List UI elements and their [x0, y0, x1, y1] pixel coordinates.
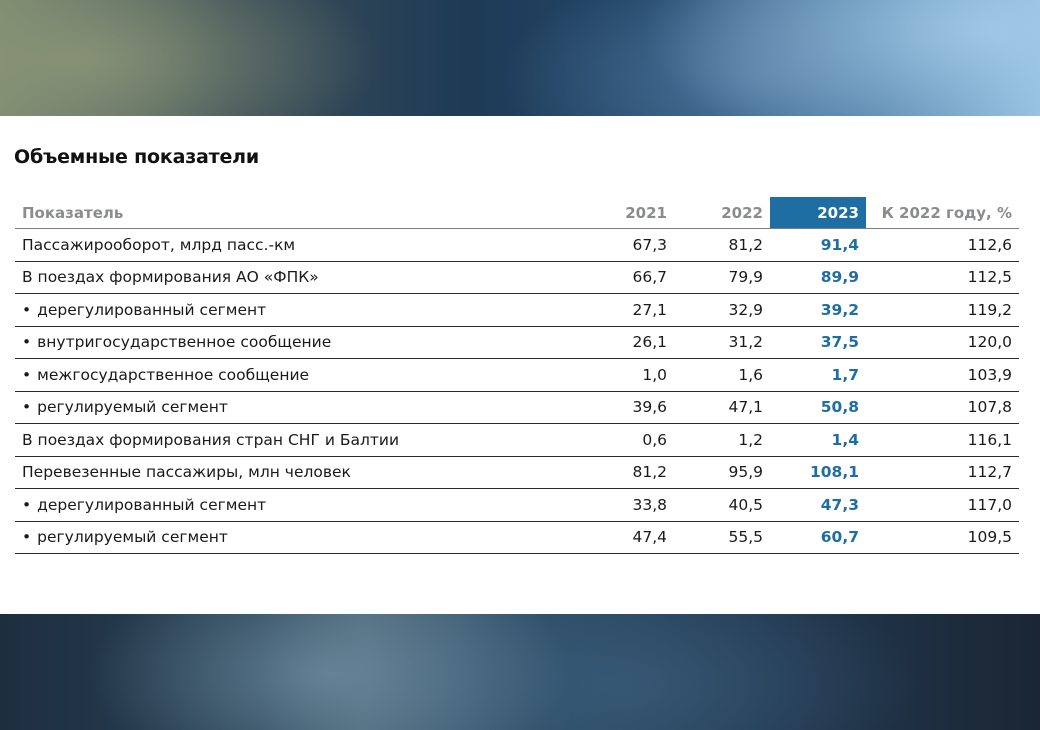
- row-label: • дерегулированный сегмент: [15, 488, 594, 522]
- value-2022: 1,2: [674, 423, 770, 457]
- table-header-row: Показатель 2021 2022 2023 К 2022 году, %: [15, 197, 1019, 229]
- row-label-text: В поездах формирования стран СНГ и Балти…: [22, 430, 400, 449]
- row-label-text: дерегулированный сегмент: [37, 300, 267, 319]
- bullet-icon: •: [22, 398, 32, 417]
- value-pct: 107,8: [866, 391, 1019, 424]
- row-label-text: межгосударственное сообщение: [37, 365, 310, 384]
- header-2022: 2022: [674, 197, 770, 229]
- header-banner-image: [0, 0, 1040, 116]
- value-2022: 81,2: [674, 228, 770, 262]
- row-label-text: дерегулированный сегмент: [37, 495, 267, 514]
- bullet-icon: •: [22, 495, 32, 514]
- value-2022: 55,5: [674, 521, 770, 554]
- value-2021: 0,6: [594, 423, 674, 457]
- value-2021: 66,7: [594, 261, 674, 294]
- row-label: Пассажирооборот, млрд пасс.-км: [15, 228, 594, 262]
- bullet-icon: •: [22, 300, 32, 319]
- row-label: • дерегулированный сегмент: [15, 293, 594, 327]
- row-label: • межгосударственное сообщение: [15, 358, 594, 392]
- value-pct: 112,5: [866, 261, 1019, 294]
- section-title: Объемные показатели: [14, 146, 260, 168]
- table-row: Перевезенные пассажиры, млн человек 81,2 9…: [15, 456, 1019, 489]
- value-2022: 31,2: [674, 326, 770, 359]
- row-label-text: Пассажирооборот, млрд пасс.-км: [22, 235, 296, 254]
- value-pct: 103,9: [866, 358, 1019, 392]
- value-pct: 109,5: [866, 521, 1019, 554]
- value-2023: 1,4: [770, 423, 866, 457]
- header-pct-to-2022: К 2022 году, %: [866, 197, 1019, 229]
- bullet-icon: •: [22, 333, 32, 352]
- table-row: • межгосударственное сообщение 1,0 1,6 1,7 10…: [15, 358, 1019, 392]
- row-label: • регулируемый сегмент: [15, 521, 594, 554]
- table-row: • дерегулированный сегмент 27,1 32,9 39,2 119…: [15, 293, 1019, 327]
- value-2023: 37,5: [770, 326, 866, 359]
- value-2023: 89,9: [770, 261, 866, 294]
- value-2023: 108,1: [770, 456, 866, 489]
- value-2022: 95,9: [674, 456, 770, 489]
- value-pct: 120,0: [866, 326, 1019, 359]
- row-label: Перевезенные пассажиры, млн человек: [15, 456, 594, 489]
- header-2021: 2021: [594, 197, 674, 229]
- row-label-text: внутригосударственное сообщение: [37, 333, 332, 352]
- value-2021: 81,2: [594, 456, 674, 489]
- table-row: В поездах формирования стран СНГ и Балти…: [15, 423, 1019, 457]
- volume-indicators-table: Показатель 2021 2022 2023 К 2022 году, %…: [15, 197, 1019, 554]
- value-pct: 119,2: [866, 293, 1019, 327]
- bullet-icon: •: [22, 528, 32, 547]
- value-2021: 33,8: [594, 488, 674, 522]
- value-2023: 60,7: [770, 521, 866, 554]
- row-label-text: Перевезенные пассажиры, млн человек: [22, 463, 351, 482]
- value-2021: 27,1: [594, 293, 674, 327]
- value-2021: 47,4: [594, 521, 674, 554]
- row-label-text: В поездах формирования АО «ФПК»: [22, 268, 319, 287]
- header-indicator: Показатель: [15, 197, 594, 229]
- value-2021: 26,1: [594, 326, 674, 359]
- value-pct: 112,7: [866, 456, 1019, 489]
- value-2023: 1,7: [770, 358, 866, 392]
- row-label: • внутригосударственное сообщение: [15, 326, 594, 359]
- table-row: В поездах формирования АО «ФПК» 66,7 79,9 8…: [15, 261, 1019, 294]
- value-2022: 32,9: [674, 293, 770, 327]
- bullet-icon: •: [22, 365, 32, 384]
- value-2021: 1,0: [594, 358, 674, 392]
- row-label: В поездах формирования стран СНГ и Балти…: [15, 423, 594, 457]
- header-2023: 2023: [770, 197, 866, 229]
- row-label: • регулируемый сегмент: [15, 391, 594, 424]
- value-2023: 39,2: [770, 293, 866, 327]
- value-pct: 116,1: [866, 423, 1019, 457]
- value-2022: 40,5: [674, 488, 770, 522]
- row-label: В поездах формирования АО «ФПК»: [15, 261, 594, 294]
- row-label-text: регулируемый сегмент: [37, 398, 228, 417]
- footer-banner-image: [0, 614, 1040, 730]
- value-2021: 39,6: [594, 391, 674, 424]
- table-row: Пассажирооборот, млрд пасс.-км 67,3 81,2 91…: [15, 228, 1019, 262]
- value-2022: 1,6: [674, 358, 770, 392]
- value-2023: 47,3: [770, 488, 866, 522]
- value-pct: 112,6: [866, 228, 1019, 262]
- value-pct: 117,0: [866, 488, 1019, 522]
- table-row: • регулируемый сегмент 39,6 47,1 50,8 107,8: [15, 391, 1019, 424]
- table-row: • дерегулированный сегмент 33,8 40,5 47,3 117…: [15, 488, 1019, 522]
- row-label-text: регулируемый сегмент: [37, 528, 228, 547]
- table-row: • регулируемый сегмент 47,4 55,5 60,7 109,5: [15, 521, 1019, 554]
- value-2023: 91,4: [770, 228, 866, 262]
- value-2022: 47,1: [674, 391, 770, 424]
- table-row: • внутригосударственное сообщение 26,1 31,2…: [15, 326, 1019, 359]
- value-2023: 50,8: [770, 391, 866, 424]
- value-2021: 67,3: [594, 228, 674, 262]
- value-2022: 79,9: [674, 261, 770, 294]
